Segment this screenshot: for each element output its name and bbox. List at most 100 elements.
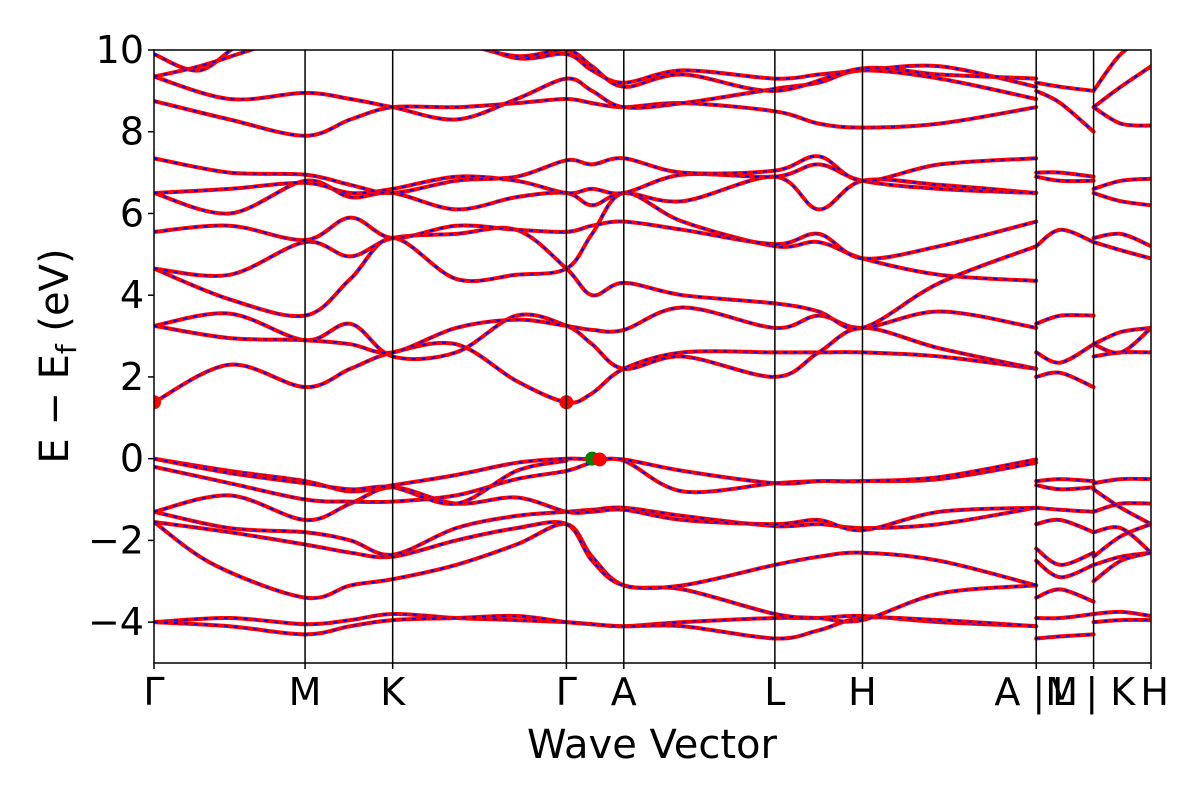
band-line [154, 340, 1039, 405]
band-line-dashed [154, 50, 1037, 88]
band-line [1034, 80, 1096, 93]
plot-frame [153, 49, 1152, 664]
band-line-dashed [1036, 81, 1094, 92]
band-line-dashed [1035, 371, 1095, 389]
y-axis-ticks: −4 −2 0 2 4 6 8 10 [88, 28, 154, 644]
band-line-dashed [1036, 175, 1094, 183]
band-line-dashed [154, 191, 1037, 318]
band-line-dashed [1093, 241, 1151, 260]
band-line [1091, 50, 1129, 93]
band-line-dashed [154, 69, 1037, 121]
band-line-dashed [154, 457, 1037, 493]
band-line-dashed [1093, 106, 1151, 127]
band-line [1091, 191, 1151, 208]
extremum-markers [154, 395, 607, 467]
band-line [154, 215, 1039, 261]
band-line [1034, 483, 1096, 492]
band-line [1091, 525, 1151, 555]
band-line-dashed [1092, 50, 1128, 92]
x-tick-label: K [380, 670, 406, 714]
bands-layer [154, 50, 1151, 641]
band-line [1091, 105, 1151, 128]
y-axis-label-main: E − E [32, 354, 78, 464]
y-axis-label-unit: (eV) [32, 248, 78, 344]
band-line-dashed [1093, 232, 1151, 248]
y-axis-label: E − Ef (eV) [32, 248, 83, 463]
y-tick-label: −2 [88, 518, 144, 562]
band-line-dashed [154, 341, 1037, 404]
y-axis-label-subscript: f [50, 343, 83, 354]
y-tick-label: 2 [120, 355, 144, 399]
band-line [1034, 558, 1096, 580]
y-tick-label: 6 [120, 191, 144, 235]
y-tick-label: −4 [88, 600, 144, 644]
band-line-dashed [1092, 65, 1151, 108]
band-line-dashed [1036, 484, 1094, 491]
band-line [154, 613, 1039, 641]
band-line-dashed [1093, 351, 1151, 358]
band-line [1091, 550, 1151, 584]
band-line-dashed [1093, 477, 1151, 485]
band-line [1091, 325, 1151, 355]
x-tick-label: Γ [143, 670, 164, 714]
band-line [154, 520, 1039, 624]
band-line [1034, 477, 1096, 484]
high-symmetry-lines [304, 50, 1095, 663]
y-tick-label: 10 [96, 28, 144, 72]
band-line [1091, 609, 1151, 618]
band-line-dashed [1093, 610, 1151, 617]
band-line-dashed [1093, 502, 1151, 513]
band-line-dashed [1093, 618, 1151, 624]
band-line-dashed [1035, 588, 1094, 603]
band-line [1034, 227, 1096, 249]
band-line-dashed [154, 175, 1037, 215]
band-line [1034, 612, 1096, 621]
band-line-dashed [154, 163, 1037, 195]
band-line [1034, 88, 1096, 134]
band-line [1034, 632, 1096, 641]
band-line [1034, 342, 1096, 365]
x-tick-label: M [289, 670, 322, 714]
y-tick-label: 8 [120, 110, 144, 154]
y-tick-label: 4 [120, 273, 144, 317]
vbm-marker [592, 452, 607, 467]
x-tick-label: L | K [1052, 670, 1136, 715]
x-tick-label: A |M [994, 670, 1078, 715]
band-line [1034, 546, 1096, 567]
x-tick-label: Γ [556, 670, 577, 714]
band-line-dashed [1035, 518, 1094, 534]
band-line [154, 311, 1039, 379]
band-line-dashed [154, 521, 1037, 590]
band-line [1034, 517, 1096, 535]
band-line [154, 50, 1039, 89]
band-line-dashed [154, 306, 1037, 354]
band-line-dashed [1093, 192, 1151, 207]
band-line-dashed [1093, 488, 1151, 525]
band-line-dashed [1093, 177, 1151, 190]
band-line-dashed [154, 155, 1037, 195]
y-tick-label: 0 [120, 437, 144, 481]
band-line [1091, 476, 1151, 486]
band-line-dashed [1035, 89, 1095, 133]
band-line [1091, 522, 1151, 559]
band-line-dashed [1093, 326, 1151, 346]
cbm-marker [154, 395, 161, 410]
band-line [1091, 617, 1151, 625]
x-axis-label: Wave Vector [527, 722, 778, 768]
band-line [1034, 370, 1096, 390]
band-line-dashed [154, 506, 1037, 556]
band-line [154, 68, 1039, 122]
band-line-dashed [154, 50, 1037, 92]
band-line-dashed [154, 97, 1037, 137]
band-line [1034, 505, 1096, 514]
band-line-dashed [154, 486, 1037, 532]
band-line [154, 456, 569, 506]
x-tick-label: H [848, 670, 877, 714]
band-line [154, 50, 1039, 93]
band-line-dashed [1035, 314, 1094, 325]
band-line [1034, 170, 1096, 179]
x-tick-label: H [1140, 670, 1169, 714]
